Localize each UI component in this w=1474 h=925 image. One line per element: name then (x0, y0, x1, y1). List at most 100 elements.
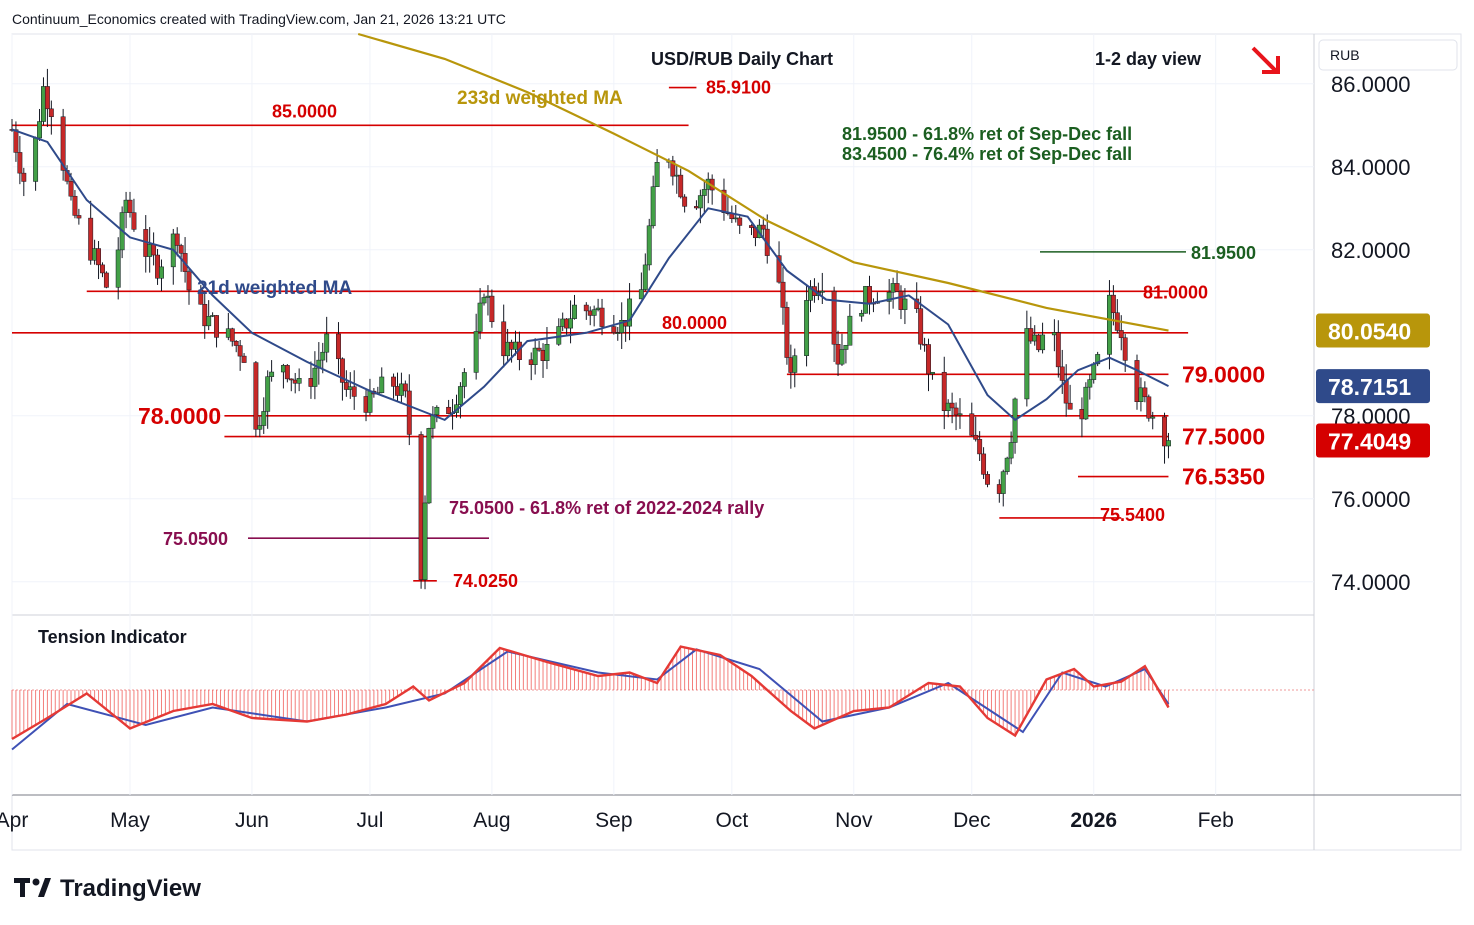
candle-body (1028, 328, 1034, 342)
candle-body (1083, 386, 1089, 420)
currency-badge[interactable]: RUB (1318, 39, 1458, 71)
candle-body (44, 86, 50, 110)
ma233-label: 233d weighted MA (457, 88, 623, 109)
candle-body (1107, 294, 1112, 355)
candle-body (21, 172, 27, 182)
candle-body (100, 264, 105, 274)
price-axis-tick: 82.0000 (1331, 238, 1411, 263)
time-axis-tick: Nov (835, 809, 873, 832)
price-axis-tick: 76.0000 (1331, 487, 1411, 512)
candle-body (918, 308, 924, 345)
candle-body (839, 349, 845, 365)
candle-body (591, 309, 597, 316)
candle-body (1150, 416, 1156, 419)
candle-body (336, 333, 341, 360)
candle-body (178, 245, 184, 254)
candle-body (926, 344, 931, 375)
candle-body (269, 371, 275, 377)
candle-body (737, 217, 743, 226)
time-axis-tick: Oct (716, 809, 749, 832)
tension-line (11, 645, 1170, 741)
candle-body (1134, 360, 1140, 402)
time-axis-tick: May (110, 809, 150, 832)
candle-body (253, 362, 259, 430)
candle-body (489, 295, 495, 323)
candle-body (1024, 328, 1030, 400)
candle-body (426, 428, 432, 504)
price-tag-box (1316, 369, 1430, 404)
candle-body (792, 355, 798, 373)
level-label: 74.0250 (453, 571, 518, 591)
candle-body (847, 315, 853, 346)
candle-body (721, 189, 727, 213)
price-axis-tick: 84.0000 (1331, 155, 1411, 180)
candle-body (367, 390, 373, 413)
price-tag-label: 77.4049 (1328, 428, 1411, 454)
candle-body (902, 298, 908, 310)
candle-body (969, 413, 975, 436)
ma233-line (357, 32, 1169, 332)
candle-body (324, 333, 330, 353)
candle-body (320, 351, 326, 361)
price-tag-box (1316, 313, 1430, 348)
candle-body (682, 196, 688, 207)
time-axis-tick: Feb (1198, 809, 1234, 832)
candle-body (241, 355, 247, 363)
candle-body (76, 215, 82, 219)
candle-body (957, 413, 963, 416)
fib-annotation-2: 83.4500 - 76.4% ret of Sep-Dec fall (842, 144, 1132, 164)
time-axis-tick: 2026 (1070, 809, 1117, 832)
tradingview-icon (14, 878, 51, 897)
candle-body (1122, 337, 1128, 361)
candle-body (1142, 387, 1148, 398)
fib-annotation-1: 81.9500 - 61.8% ret of Sep-Dec fall (842, 124, 1132, 144)
candle-body (339, 358, 345, 383)
candle-body (654, 162, 660, 187)
candle-body (1000, 471, 1006, 494)
candle-body (642, 264, 648, 290)
level-label: 78.0000 (138, 403, 221, 429)
chart-title: USD/RUB Daily Chart (651, 49, 833, 69)
candle-body (894, 283, 900, 292)
candle-body (481, 297, 487, 304)
candle-body (237, 345, 243, 357)
candle-body (819, 290, 825, 293)
candle-body (186, 271, 192, 291)
candle-body (776, 255, 782, 283)
candle-body (206, 316, 212, 327)
candle-body (804, 300, 810, 356)
candle-body (1110, 294, 1116, 314)
time-axis-tick: Jun (235, 809, 269, 832)
candle-body (406, 390, 412, 435)
candle-body (72, 195, 78, 216)
candle-body (265, 376, 271, 412)
candle-body (60, 116, 66, 171)
candle-body (981, 453, 987, 475)
candle-body (572, 304, 577, 319)
candle-body (233, 340, 239, 346)
time-axis-tick: Jul (357, 809, 384, 832)
price-axis-tick: 86.0000 (1331, 72, 1411, 97)
candle-body (568, 318, 574, 329)
candle-body (103, 272, 109, 288)
level-label: 81.0000 (1143, 282, 1208, 302)
currency-label: RUB (1330, 47, 1360, 63)
candle-body (457, 386, 463, 405)
ma21-line (11, 128, 1169, 422)
candle-body (343, 382, 349, 390)
candle-body (867, 286, 872, 304)
ma21-label: 21d weighted MA (197, 278, 352, 299)
view-label: 1-2 day view (1095, 49, 1202, 69)
tension-indicator-title: Tension Indicator (38, 627, 187, 647)
candle-body (615, 332, 621, 334)
candle-body (257, 425, 263, 430)
candle-body (929, 371, 935, 375)
candle-body (477, 302, 483, 332)
candle-body (288, 378, 294, 381)
tradingview-logo: TradingView (14, 875, 201, 902)
candle-body (1004, 457, 1010, 472)
level-label: 75.5400 (1100, 505, 1165, 525)
candle-body (1063, 380, 1069, 404)
time-axis[interactable]: Apr May Jun Jul Aug Sep Oct Nov Dec 2026 Feb (0, 809, 1234, 832)
